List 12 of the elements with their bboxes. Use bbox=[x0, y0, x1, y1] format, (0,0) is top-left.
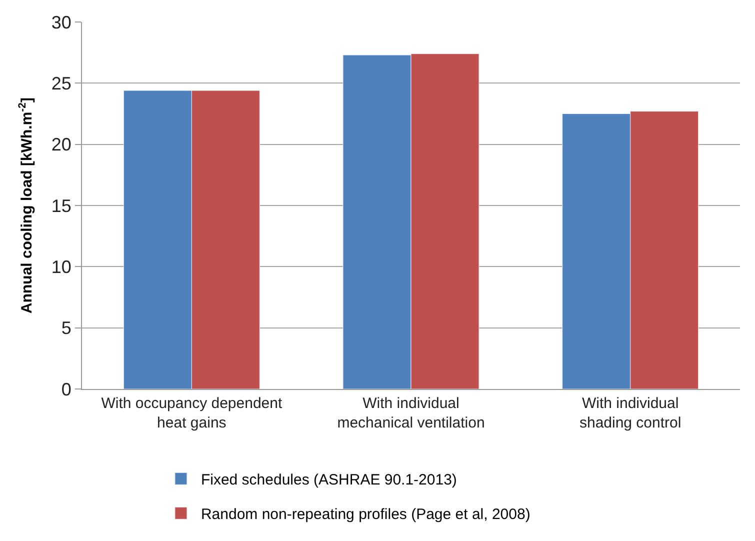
y-tick-label: 5 bbox=[61, 318, 72, 338]
legend-label: Random non-repeating profiles (Page et al, 2008) bbox=[200, 506, 530, 523]
x-tick-label: With occupancy dependent heat gains bbox=[101, 395, 283, 432]
x-tick-label: With individual shading control bbox=[579, 395, 682, 432]
y-tick-label: 10 bbox=[51, 256, 72, 277]
y-tick-label: 15 bbox=[51, 196, 72, 216]
legend-label: Fixed schedules (ASHRAE 90.1-2013) bbox=[200, 472, 457, 488]
y-tick-label: 0 bbox=[61, 379, 72, 400]
y-tick-label: 30 bbox=[51, 12, 72, 32]
y-tick-label: 25 bbox=[51, 73, 72, 94]
x-tick-label: With individual mechanical ventilation bbox=[337, 395, 485, 432]
y-tick-label: 20 bbox=[51, 134, 72, 155]
